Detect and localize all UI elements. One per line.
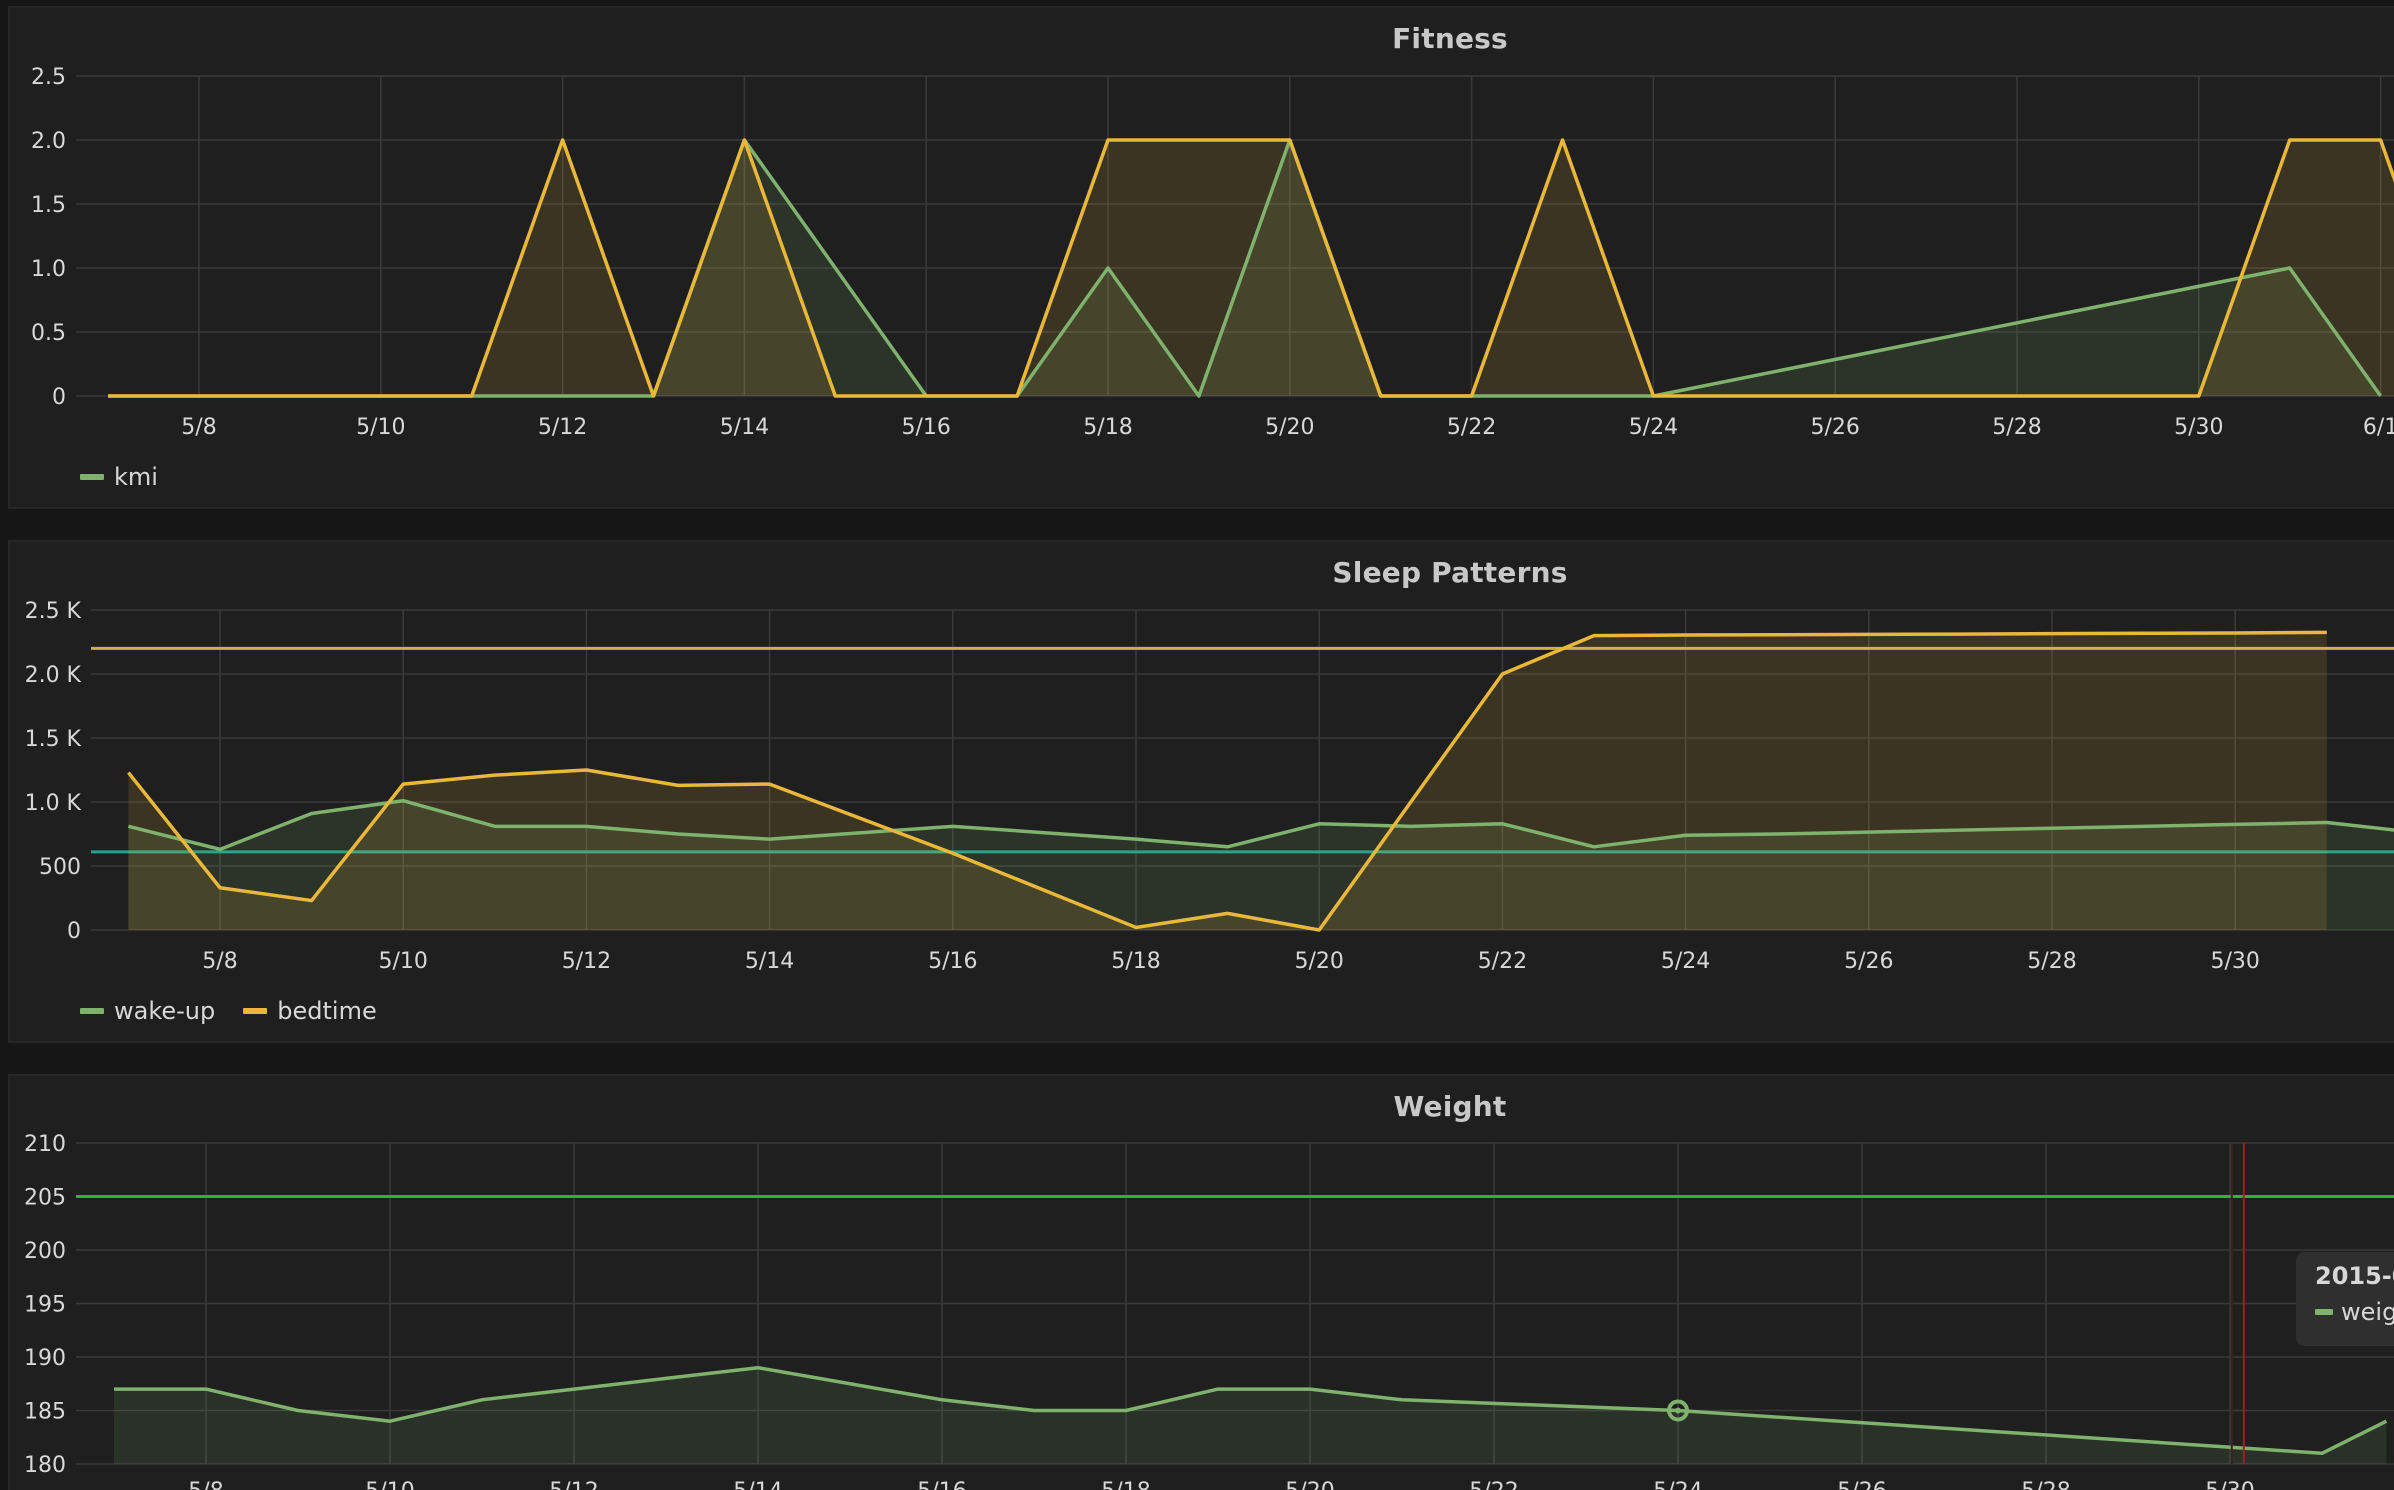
legend-swatch	[80, 474, 104, 480]
sleep-legend: wake-up bedtime	[80, 997, 377, 1025]
x-tick-label: 5/10	[378, 949, 427, 974]
legend-item-bedtime[interactable]: bedtime	[243, 997, 377, 1025]
x-tick-label: 5/16	[928, 949, 977, 974]
x-tick-label: 5/18	[1101, 1479, 1150, 1490]
series-area	[108, 140, 2394, 396]
x-tick-label: 5/24	[1661, 949, 1710, 974]
tooltip-title: 2015-0	[2315, 1262, 2394, 1290]
series-line[interactable]	[127, 630, 2327, 932]
x-tick-label: 5/22	[1469, 1479, 1518, 1490]
panel-title[interactable]: Sleep Patterns	[1332, 556, 1568, 589]
x-tick-label: 5/20	[1294, 949, 1343, 974]
x-tick-label: 5/24	[1653, 1479, 1702, 1490]
x-tick-label: 5/12	[562, 949, 611, 974]
hover-point[interactable]	[1667, 1399, 1689, 1422]
x-tick-label: 5/18	[1083, 415, 1132, 440]
y-tick-label: 1.5 K	[25, 727, 82, 752]
x-tick-label: 5/22	[1447, 415, 1496, 440]
x-tick-label: 5/18	[1111, 949, 1160, 974]
y-tick-label: 0.5	[31, 321, 66, 346]
legend-label: wake-up	[114, 997, 216, 1025]
x-tick-label: 5/14	[733, 1479, 782, 1490]
y-tick-label: 0	[52, 385, 66, 410]
x-tick-label: 5/8	[202, 949, 237, 974]
fitness-panel: Fitness	[8, 6, 2394, 509]
y-tick-label: 2.0	[31, 129, 66, 154]
series-line[interactable]	[114, 1365, 2388, 1456]
legend-item-kmi[interactable]: kmi	[80, 463, 158, 491]
series-area	[114, 1367, 2387, 1464]
x-tick-label: 5/16	[917, 1479, 966, 1490]
tooltip-series-name: weig	[2341, 1298, 2394, 1326]
y-tick-label: 190	[24, 1346, 66, 1371]
legend-label: bedtime	[277, 997, 377, 1025]
x-tick-label: 5/8	[181, 415, 216, 440]
x-tick-label: 5/16	[901, 415, 950, 440]
x-tick-label: 5/10	[356, 415, 405, 440]
x-tick-label: 5/22	[1478, 949, 1527, 974]
fitness-chart[interactable]: 0 0.5 1.0 1.5 2.0 2.5 5/8 5/10 5/12 5/14 5/16 5/18 5…	[0, 0, 2394, 520]
y-tick-label: 185	[24, 1400, 66, 1425]
legend-swatch	[2315, 1309, 2333, 1315]
y-tick-label: 210	[24, 1132, 66, 1157]
y-tick-label: 200	[24, 1239, 66, 1264]
x-tick-label: 5/28	[2021, 1479, 2070, 1490]
series-area	[108, 140, 2381, 396]
legend-item-wake-up[interactable]: wake-up	[80, 997, 215, 1025]
panel-title[interactable]: Weight	[1393, 1090, 1507, 1123]
sleep-panel: Sleep Patterns	[8, 540, 2394, 1043]
x-tick-label: 5/30	[2205, 1479, 2254, 1490]
y-tick-label: 205	[24, 1186, 66, 1211]
legend-label: kmi	[114, 463, 158, 491]
x-tick-label: 5/12	[549, 1479, 598, 1490]
hover-tooltip: 2015-0 weig	[2296, 1252, 2394, 1346]
y-tick-label: 2.5	[31, 65, 66, 90]
hover-point-center	[1675, 1407, 1681, 1414]
panel-title[interactable]: Fitness	[1392, 22, 1508, 55]
legend-swatch	[80, 1008, 104, 1014]
x-tick-label: 5/30	[2174, 415, 2223, 440]
x-tick-label: 5/26	[1844, 949, 1893, 974]
series-area	[128, 632, 2327, 930]
fitness-legend: kmi	[80, 463, 158, 491]
x-tick-label: 5/20	[1285, 1479, 1334, 1490]
y-tick-label: 1.0 K	[25, 791, 82, 816]
y-tick-label: 1.0	[31, 257, 66, 282]
x-tick-label: 5/28	[1992, 415, 2041, 440]
y-tick-label: 500	[39, 855, 81, 880]
x-tick-label: 5/14	[720, 415, 769, 440]
tooltip-row: weig	[2315, 1298, 2394, 1326]
x-tick-label: 5/26	[1810, 415, 1859, 440]
x-tick-label: 5/28	[2027, 949, 2076, 974]
x-tick-label: 6/1	[2363, 415, 2394, 440]
grid	[91, 609, 2394, 931]
x-tick-label: 5/8	[188, 1479, 223, 1490]
x-tick-label: 5/10	[365, 1479, 414, 1490]
sleep-chart[interactable]: 0 500 1.0 K 1.5 K 2.0 K 2.5 K 5/8 5/10 5/12 5/14 5…	[0, 0, 2394, 1060]
grid	[76, 1142, 2394, 1465]
y-tick-label: 195	[24, 1293, 66, 1318]
x-tick-label: 5/30	[2210, 949, 2259, 974]
x-tick-label: 5/26	[1837, 1479, 1886, 1490]
x-tick-label: 5/24	[1629, 415, 1678, 440]
y-tick-label: 180	[24, 1453, 66, 1478]
legend-swatch	[243, 1008, 268, 1014]
y-tick-label: 0	[67, 919, 81, 944]
y-tick-label: 2.0 K	[25, 663, 82, 688]
series-line[interactable]	[108, 138, 2394, 398]
y-tick-label: 2.5 K	[25, 599, 82, 624]
x-tick-label: 5/12	[538, 415, 587, 440]
y-tick-label: 1.5	[31, 193, 66, 218]
x-tick-label: 5/14	[745, 949, 794, 974]
series-line[interactable]	[127, 798, 2394, 852]
x-tick-label: 5/20	[1265, 415, 1314, 440]
